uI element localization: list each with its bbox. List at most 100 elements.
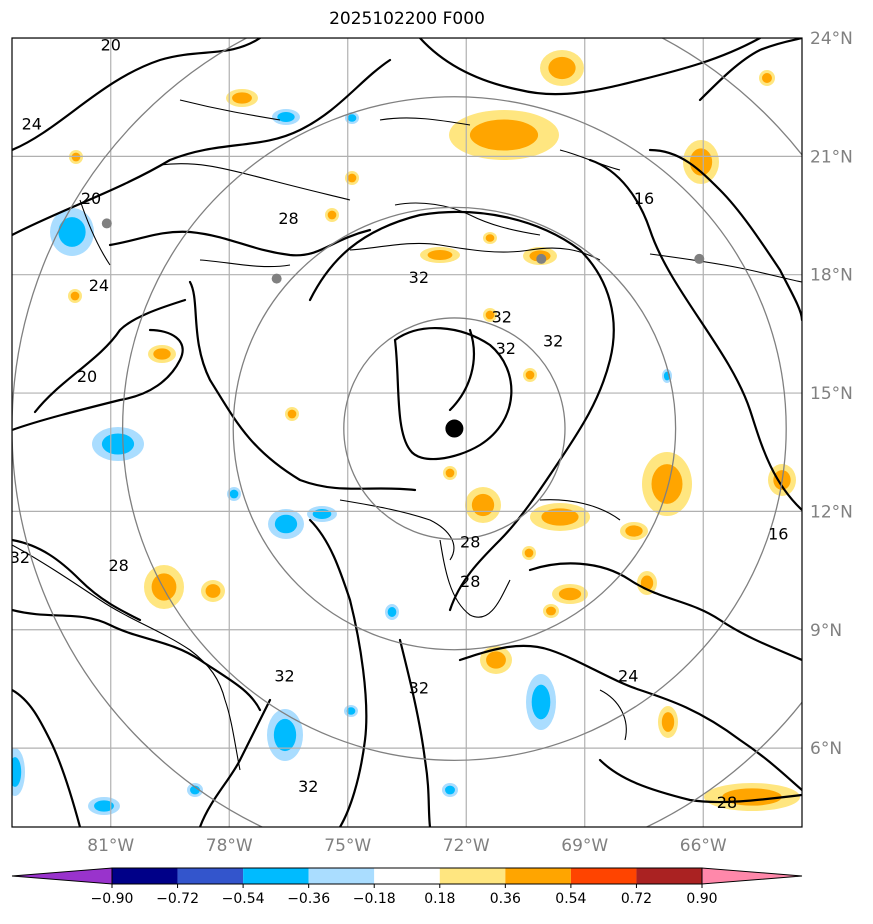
anomaly-inner (541, 508, 579, 526)
anomaly-inner (277, 112, 295, 122)
contour-label: 24 (89, 276, 109, 295)
anomaly-inner (445, 785, 455, 795)
lat-tick-label: 12°N (810, 502, 853, 522)
height-contour (588, 158, 802, 512)
colorbar-tick-label: 0.36 (490, 891, 521, 907)
anomaly-inner (640, 575, 654, 591)
station-marker (101, 218, 112, 229)
height-contour (698, 38, 802, 102)
coastline (199, 259, 291, 268)
contour-label: 28 (717, 793, 737, 812)
anomaly-inner (486, 651, 506, 669)
contour-label: 32 (274, 667, 294, 686)
colorbar-tick-label: 0.18 (424, 891, 455, 907)
anomaly-inner (531, 684, 551, 720)
map-frame (11, 37, 803, 828)
anomaly-inner (445, 468, 455, 478)
colorbar-extend-high (701, 867, 803, 885)
colorbar-segment (374, 868, 440, 884)
colorbar-tick-label: −0.90 (91, 891, 134, 907)
lat-tick-label: 24°N (810, 29, 853, 49)
coastline (339, 499, 455, 561)
coastline (599, 689, 627, 741)
contour-label: 16 (634, 189, 654, 208)
coastline (224, 699, 241, 771)
anomaly-inner (485, 310, 495, 320)
anomaly-inner (273, 718, 297, 752)
lon-tick-label: 69°W (561, 836, 608, 856)
anomaly-inner (94, 800, 114, 812)
anomaly-inner (232, 92, 252, 104)
anomaly-inner (153, 348, 171, 360)
height-contour (308, 518, 368, 827)
anomaly-inner (347, 114, 357, 122)
anomaly-inner (205, 584, 221, 598)
lon-tick-label: 72°W (443, 836, 490, 856)
height-contour (448, 458, 562, 612)
anomaly-inner (151, 573, 177, 601)
lon-tick-label: 75°W (324, 836, 371, 856)
height-contour (12, 328, 184, 432)
lat-tick-label: 15°N (810, 384, 853, 404)
colorbar-tick-label: 0.54 (555, 891, 586, 907)
anomaly-inner (347, 173, 357, 183)
contour-label: 28 (460, 532, 480, 551)
anomaly-inner (287, 409, 297, 419)
storm-center-marker (445, 419, 464, 438)
coastline (559, 149, 621, 171)
coastline (379, 117, 471, 126)
anomaly-inner (548, 56, 576, 80)
colorbar-tick-label: −0.36 (287, 891, 330, 907)
graticule (12, 38, 802, 827)
lon-tick-label: 81°W (87, 836, 134, 856)
map-title: 2025102200 F000 (329, 9, 485, 29)
anomaly-inner (625, 525, 643, 537)
range-ring (232, 206, 677, 651)
axis-ticks: 81°W 78°W 75°W 72°W 69°W 66°W 24°N 21°N 18°N 15°N… (87, 29, 853, 856)
colorbar-segment (505, 868, 571, 884)
colorbar-segment (177, 868, 244, 884)
height-contour (598, 758, 802, 804)
station-marker (271, 273, 282, 284)
height-contour (458, 644, 802, 792)
contour-label: 20 (77, 367, 97, 386)
colorbar-tick-label: 0.90 (686, 891, 717, 907)
anomaly-inner (229, 489, 239, 499)
colorbar-tick-label: 0.72 (621, 891, 652, 907)
anomaly-inner (427, 250, 453, 260)
colorbar-segment (439, 868, 506, 884)
lat-tick-label: 18°N (810, 266, 853, 286)
anomaly-inner (312, 509, 332, 519)
anomaly-inner (525, 370, 535, 380)
coastline (179, 99, 281, 121)
anomaly-inner (762, 73, 772, 83)
height-contour (12, 688, 82, 827)
anomaly-inner (274, 514, 298, 534)
height-contour (308, 210, 615, 462)
range-ring (121, 96, 787, 762)
contour-label: 32 (492, 308, 512, 327)
anomaly-inner (469, 119, 539, 151)
height-contour (448, 328, 475, 412)
colorbar-extend-low (11, 867, 113, 885)
anomaly-inner (101, 433, 135, 455)
height-contour (108, 228, 372, 257)
contour-label: 24 (22, 114, 42, 133)
map-markers (101, 218, 705, 438)
anomaly-inner (70, 291, 80, 301)
colorbar-segment (112, 868, 178, 884)
anomaly-inner (12, 757, 22, 787)
coastline (12, 544, 226, 701)
lon-tick-label: 66°W (680, 836, 727, 856)
lat-tick-label: 6°N (810, 739, 842, 759)
contour-label: 32 (10, 548, 30, 567)
coastline (539, 499, 621, 521)
contour-label: 32 (496, 339, 516, 358)
contour-label: 28 (278, 209, 298, 228)
colorbar-segment (570, 868, 637, 884)
lat-tick-label: 9°N (810, 621, 842, 641)
contour-label: 28 (108, 556, 128, 575)
height-contour (393, 326, 513, 461)
anomaly-inner (387, 607, 397, 617)
anomaly-inner (190, 785, 200, 795)
